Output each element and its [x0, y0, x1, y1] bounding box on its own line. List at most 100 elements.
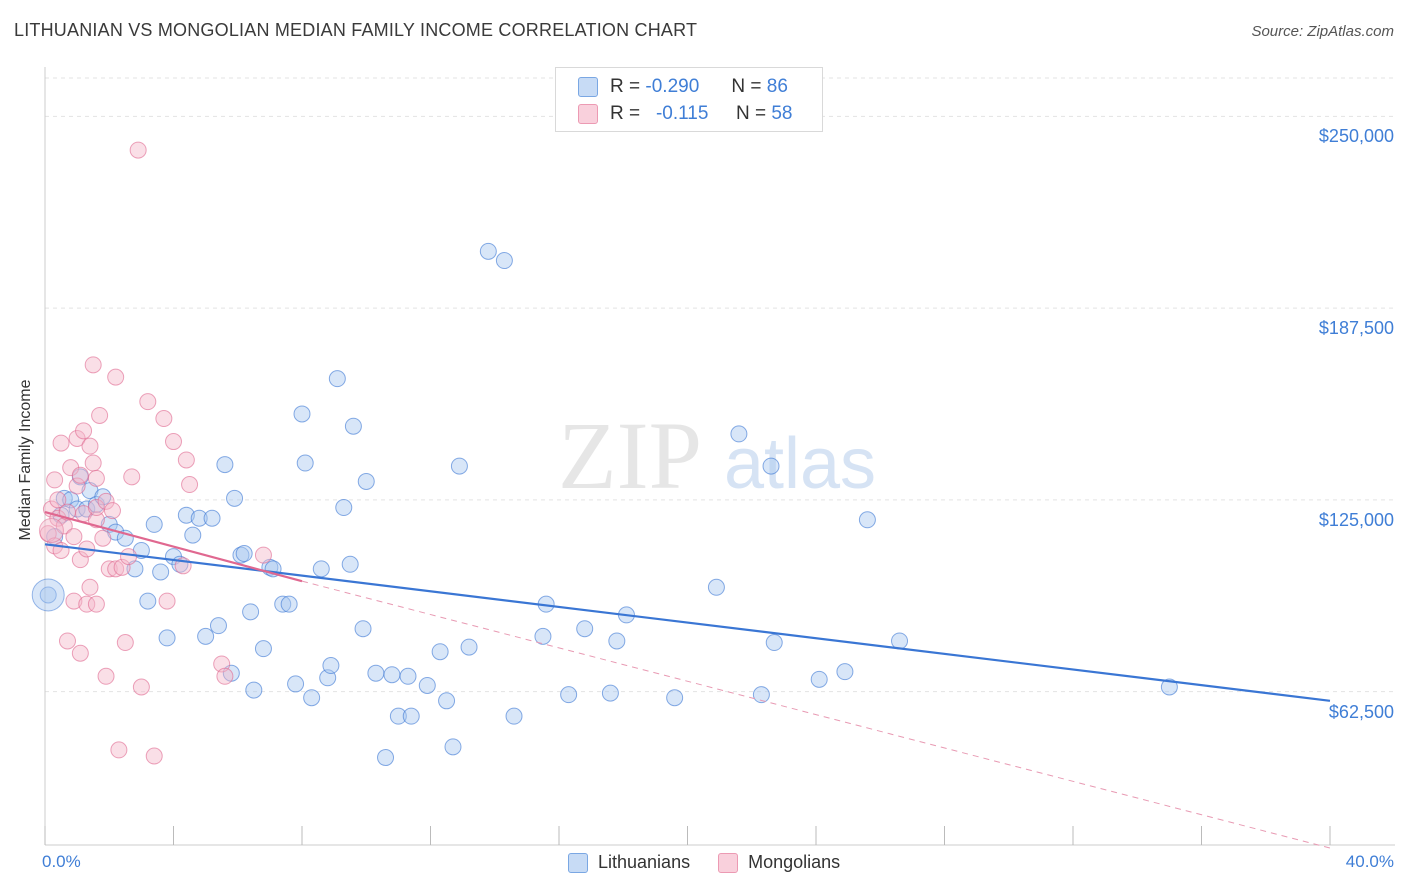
point-mongolians [84, 454, 102, 472]
point-lithuanians [836, 663, 854, 681]
point-mongolians [107, 560, 125, 578]
point-lithuanians [296, 454, 314, 472]
legend-r-value: -0.115 [655, 103, 709, 124]
point-lithuanians [274, 595, 292, 613]
point-mongolians [132, 678, 150, 696]
point-mongolians [87, 595, 105, 613]
point-mongolians [84, 356, 102, 374]
point-lithuanians [242, 603, 260, 621]
point-lithuanians [460, 638, 478, 656]
legend-row-lithuanians: R = -0.290 N = 86 [578, 74, 788, 100]
watermark-atlas: atlas [724, 424, 876, 504]
legend-n-label: N = [735, 103, 767, 124]
point-lithuanians [383, 666, 401, 684]
point-lithuanians-cluster [31, 578, 65, 612]
point-lithuanians [216, 456, 234, 474]
point-lithuanians [177, 506, 195, 524]
point-lithuanians [357, 472, 375, 490]
point-lithuanians [158, 629, 176, 647]
point-mongolians [158, 592, 176, 610]
point-mongolians [177, 451, 195, 469]
point-mongolians [254, 546, 272, 564]
points [31, 141, 1178, 767]
point-lithuanians [402, 707, 420, 725]
point-mongolians [181, 476, 199, 494]
point-mongolians [107, 368, 125, 386]
point-lithuanians [328, 370, 346, 388]
watermark: ZIP atlas [558, 402, 876, 509]
series-label-mongolians: Mongolians [748, 852, 841, 872]
point-lithuanians [534, 627, 552, 645]
point-lithuanians [377, 749, 395, 767]
point-lithuanians [312, 560, 330, 578]
point-lithuanians [254, 640, 272, 658]
legend-row-mongolians: R = -0.115 N = 58 [578, 101, 792, 127]
point-mongolians [116, 634, 134, 652]
point-mongolians [120, 548, 138, 566]
point-mongolians [81, 437, 99, 455]
gridlines [45, 77, 1395, 693]
point-lithuanians [479, 242, 497, 260]
x-axis-min-label: 0.0% [42, 852, 81, 871]
point-lithuanians [303, 689, 321, 707]
point-mongolians [81, 578, 99, 596]
point-mongolians [165, 433, 182, 451]
point-lithuanians [418, 676, 436, 694]
series-swatch-lithuanians [568, 852, 588, 873]
point-lithuanians [322, 657, 340, 675]
point-lithuanians [450, 457, 468, 475]
series-swatch-mongolians [718, 852, 739, 873]
point-lithuanians [280, 595, 298, 613]
point-mongolians [58, 632, 76, 650]
trend-lines [44, 511, 1331, 849]
point-mongolians [97, 667, 115, 685]
series-legend-mongolians: Mongolians [718, 852, 840, 873]
point-lithuanians [730, 425, 748, 443]
point-lithuanians [762, 457, 780, 475]
legend-swatch-mongolians [578, 104, 598, 124]
series-label-lithuanians: Lithuanians [598, 852, 691, 872]
point-lithuanians [752, 686, 770, 704]
point-mongolians [71, 644, 89, 662]
point-mongolians [94, 529, 112, 547]
point-mongolians [65, 528, 83, 546]
point-mongolians [46, 471, 64, 489]
point-lithuanians [245, 681, 263, 699]
point-mongolians [52, 434, 70, 452]
point-lithuanians [666, 689, 684, 707]
point-lithuanians [399, 667, 417, 685]
point-mongolians-cluster [38, 518, 64, 544]
point-lithuanians [344, 417, 362, 435]
y-tick-label: $187,500 [1318, 318, 1394, 339]
point-lithuanians [55, 489, 73, 507]
point-mongolians [75, 422, 93, 440]
point-mongolians [65, 592, 83, 610]
watermark-zip: ZIP [558, 402, 702, 509]
point-lithuanians [197, 627, 215, 645]
point-lithuanians [235, 545, 253, 563]
point-lithuanians [601, 684, 619, 702]
point-lithuanians [94, 488, 112, 506]
point-lithuanians [354, 620, 372, 638]
point-mongolians [155, 410, 173, 428]
point-mongolians [49, 491, 67, 509]
legend-n-value: 58 [771, 103, 793, 124]
source-label: Source: ZipAtlas.com [1251, 23, 1394, 40]
correlation-legend: R = -0.290 N = 86 R = -0.115 N = 58 [555, 67, 823, 132]
point-lithuanians [152, 563, 170, 581]
point-mongolians [139, 393, 157, 411]
point-mongolians [87, 499, 105, 517]
point-lithuanians [576, 620, 594, 638]
point-lithuanians [190, 509, 208, 527]
trend-line-mongolians [44, 511, 303, 583]
legend-r-value: -0.290 [645, 76, 700, 97]
trend-line-mongolians-extension [301, 580, 1331, 849]
point-lithuanians [707, 578, 725, 596]
point-mongolians [110, 741, 128, 759]
point-mongolians [68, 477, 86, 495]
axes [44, 67, 1395, 846]
point-lithuanians [495, 252, 513, 270]
point-lithuanians [226, 489, 244, 507]
point-mongolians [100, 560, 118, 578]
